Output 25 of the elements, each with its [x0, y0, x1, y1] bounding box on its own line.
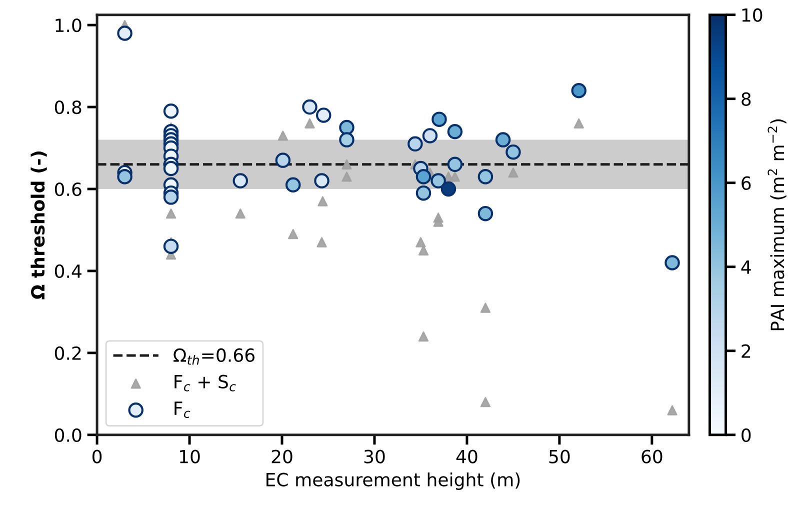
legend-label: Ω$_{th}$=0.66 [174, 348, 254, 365]
x-axis-title: EC measurement height (m) [266, 472, 520, 490]
color-bar-label: 6 [742, 176, 751, 190]
y-tick-label: 0.2 [54, 346, 81, 360]
y-tick-label: 0.8 [54, 100, 82, 114]
color-bar-label: 0 [742, 428, 751, 442]
legend-label: F$_{c}$ [174, 402, 190, 418]
y-tick-label: 0.0 [54, 428, 82, 442]
x-tick-label: 30 [364, 450, 385, 464]
color-bar-title: PAI maximum (m$^{2}$ m$^{−2}$) [768, 119, 786, 330]
y-tick-label: 1.0 [56, 18, 82, 32]
x-tick-label: 60 [642, 450, 662, 464]
y-axis-title: Ω threshold (-) [30, 152, 47, 300]
x-tick-label: 20 [272, 450, 292, 464]
color-bar-label: 8 [742, 92, 751, 106]
color-bar-label: 4 [741, 260, 751, 274]
y-tick-label: 0.4 [54, 264, 82, 278]
x-tick-label: 40 [456, 450, 478, 464]
legend-label: F$_{c}$ + S$_{c}$ [174, 374, 236, 392]
color-bar-label: 2 [742, 344, 750, 358]
color-bar-label: 10 [742, 8, 762, 22]
x-tick-label: 0 [92, 450, 102, 464]
y-tick-label: 0.6 [54, 182, 82, 196]
x-tick-label: 10 [180, 450, 200, 464]
x-tick-label: 50 [549, 450, 570, 464]
